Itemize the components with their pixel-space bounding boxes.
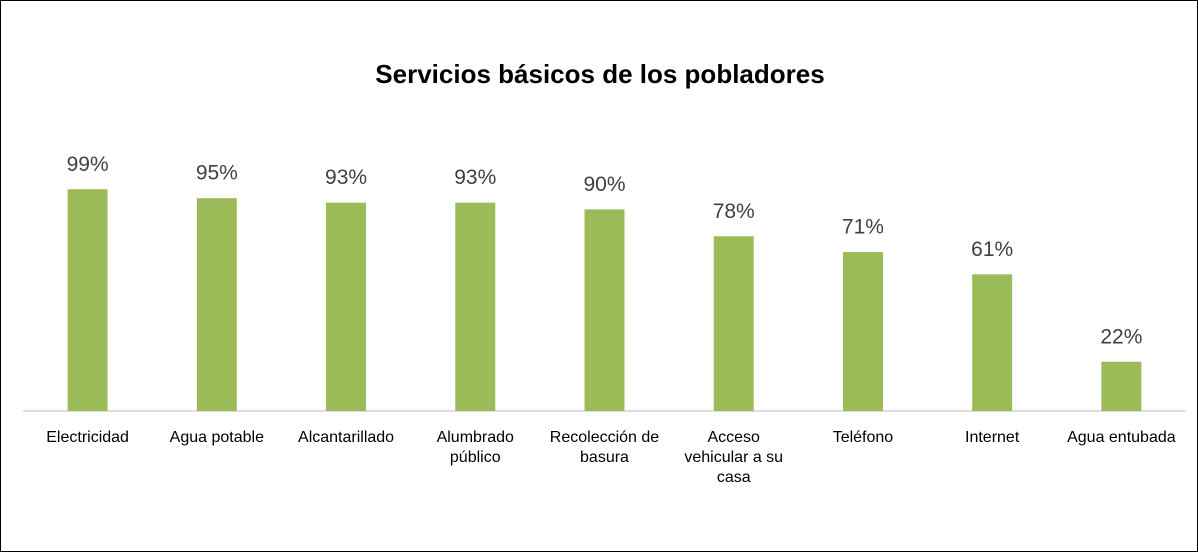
chart-title: Servicios básicos de los pobladores [375, 59, 824, 89]
bar [972, 274, 1013, 411]
data-label: 95% [196, 162, 238, 185]
x-tick-label: Internet [965, 429, 1020, 446]
data-label: 99% [67, 153, 109, 176]
data-label: 93% [325, 166, 367, 189]
data-label: 22% [1100, 325, 1142, 348]
x-tick-label: Electricidad [46, 429, 129, 446]
data-label: 61% [971, 238, 1013, 261]
bar [455, 202, 496, 411]
x-tick-label: Alcantarillado [298, 429, 395, 446]
bar [67, 189, 108, 411]
x-tick-label: Acceso vehicular a su casa [684, 429, 784, 486]
x-tick-label: Agua potable [169, 429, 264, 446]
data-label: 78% [713, 200, 755, 223]
data-label: 90% [583, 173, 625, 196]
bar [713, 236, 754, 411]
x-tick-label: Alumbrado público [436, 429, 514, 466]
x-tick-label: Teléfono [832, 429, 894, 446]
bar [1101, 361, 1142, 411]
data-label: 71% [842, 216, 884, 239]
bar [196, 198, 237, 411]
bar [326, 202, 367, 411]
x-tick-label: Recolección de basura [549, 429, 660, 466]
data-label: 93% [454, 166, 496, 189]
bar [842, 251, 883, 411]
x-tick-label: Agua entubada [1067, 429, 1176, 446]
bar [584, 209, 625, 411]
